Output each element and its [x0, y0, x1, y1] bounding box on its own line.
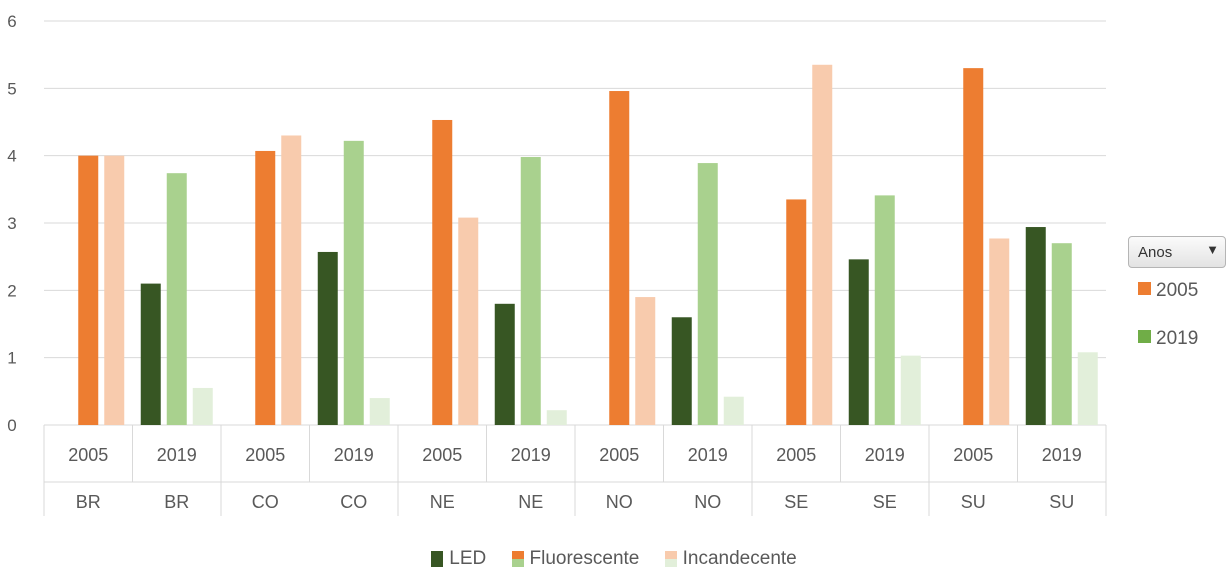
legend-item-incandecente: Incandecente [664, 548, 797, 570]
bar-incandecente-ne-2019 [546, 410, 567, 425]
bar-incandecente-se-2005 [812, 64, 833, 426]
x-year-label: 2005 [776, 445, 816, 465]
bar-incandecente-br-2019 [192, 387, 213, 425]
bar-incandecente-co-2019 [369, 398, 390, 425]
bar-fluorescente-su-2005 [963, 68, 984, 425]
x-region-label: SE [784, 492, 808, 512]
x-region-label: SU [961, 492, 986, 512]
bar-led-ne-2019 [494, 303, 515, 425]
bar-incandecente-su-2005 [989, 238, 1010, 425]
chevron-down-icon[interactable]: ▼ [1206, 242, 1219, 257]
legend-swatch-fluorescente [511, 550, 524, 567]
x-region-label: CO [252, 492, 279, 512]
x-region-label: NO [606, 492, 633, 512]
x-region-label: NO [694, 492, 721, 512]
legend-label-led: LED [449, 548, 487, 569]
bar-incandecente-su-2019 [1077, 352, 1098, 425]
bar-incandecente-no-2005 [635, 297, 656, 425]
bar-led-su-2019 [1025, 227, 1046, 425]
bar-fluorescente-ne-2019 [520, 157, 541, 425]
y-tick-label: 2 [7, 281, 16, 300]
x-region-label: BR [76, 492, 101, 512]
y-tick-label: 0 [7, 416, 16, 435]
bar-led-no-2019 [671, 317, 692, 425]
x-year-label: 2005 [68, 445, 108, 465]
x-year-label: 2019 [157, 445, 197, 465]
y-tick-label: 4 [7, 147, 16, 166]
x-year-label: 2019 [334, 445, 374, 465]
x-region-label: NE [518, 492, 543, 512]
bar-fluorescente-no-2019 [697, 163, 718, 425]
bar-fluorescente-co-2005 [255, 150, 276, 425]
x-year-label: 2005 [953, 445, 993, 465]
x-year-label: 2019 [865, 445, 905, 465]
x-region-label: SE [873, 492, 897, 512]
legend-swatch-incandecente [664, 550, 677, 567]
y-tick-label: 5 [7, 79, 16, 98]
filter-item-2019[interactable]: 2019 [1138, 328, 1198, 350]
legend-label-incandecente: Incandecente [682, 548, 797, 569]
bar-led-se-2019 [848, 259, 869, 425]
bar-incandecente-ne-2005 [458, 217, 479, 425]
y-tick-label: 3 [7, 214, 16, 233]
anos-filter-dropdown[interactable]: Anos ▼ [1128, 236, 1226, 268]
x-year-label: 2019 [688, 445, 728, 465]
bar-led-co-2019 [317, 251, 338, 425]
bar-fluorescente-br-2005 [78, 155, 99, 425]
bar-fluorescente-se-2005 [786, 199, 807, 425]
x-year-label: 2005 [599, 445, 639, 465]
bar-incandecente-co-2005 [281, 135, 302, 425]
bar-incandecente-no-2019 [723, 396, 744, 425]
filter-item-2019-label: 2019 [1156, 328, 1199, 349]
legend: LED Fluorescente Incandecente [0, 548, 1228, 570]
filter-2019-swatch [1138, 330, 1151, 344]
x-region-label: CO [340, 492, 367, 512]
legend-label-fluorescente: Fluorescente [529, 548, 640, 569]
filter-2005-swatch [1138, 282, 1151, 296]
x-region-label: BR [164, 492, 189, 512]
bar-fluorescente-co-2019 [343, 140, 364, 425]
bar-fluorescente-su-2019 [1051, 243, 1072, 425]
bar-fluorescente-ne-2005 [432, 119, 453, 425]
legend-item-fluorescente: Fluorescente [511, 548, 640, 570]
legend-swatch-led [431, 550, 444, 567]
filter-item-2005[interactable]: 2005 [1138, 280, 1198, 302]
y-tick-label: 1 [7, 349, 16, 368]
legend-item-led: LED [431, 548, 486, 570]
bar-fluorescente-br-2019 [166, 173, 187, 425]
x-region-label: SU [1049, 492, 1074, 512]
x-year-label: 2005 [245, 445, 285, 465]
x-year-label: 2019 [511, 445, 551, 465]
bar-led-br-2019 [140, 283, 161, 425]
filter-item-2005-label: 2005 [1156, 280, 1199, 301]
anos-filter-label: Anos [1138, 244, 1173, 261]
bar-fluorescente-no-2005 [609, 91, 630, 425]
bar-fluorescente-se-2019 [874, 195, 895, 425]
bar-incandecente-br-2005 [104, 155, 125, 425]
bar-incandecente-se-2019 [900, 355, 921, 425]
y-tick-label: 6 [7, 12, 16, 31]
x-year-label: 2019 [1042, 445, 1082, 465]
x-year-label: 2005 [422, 445, 462, 465]
x-region-label: NE [430, 492, 455, 512]
